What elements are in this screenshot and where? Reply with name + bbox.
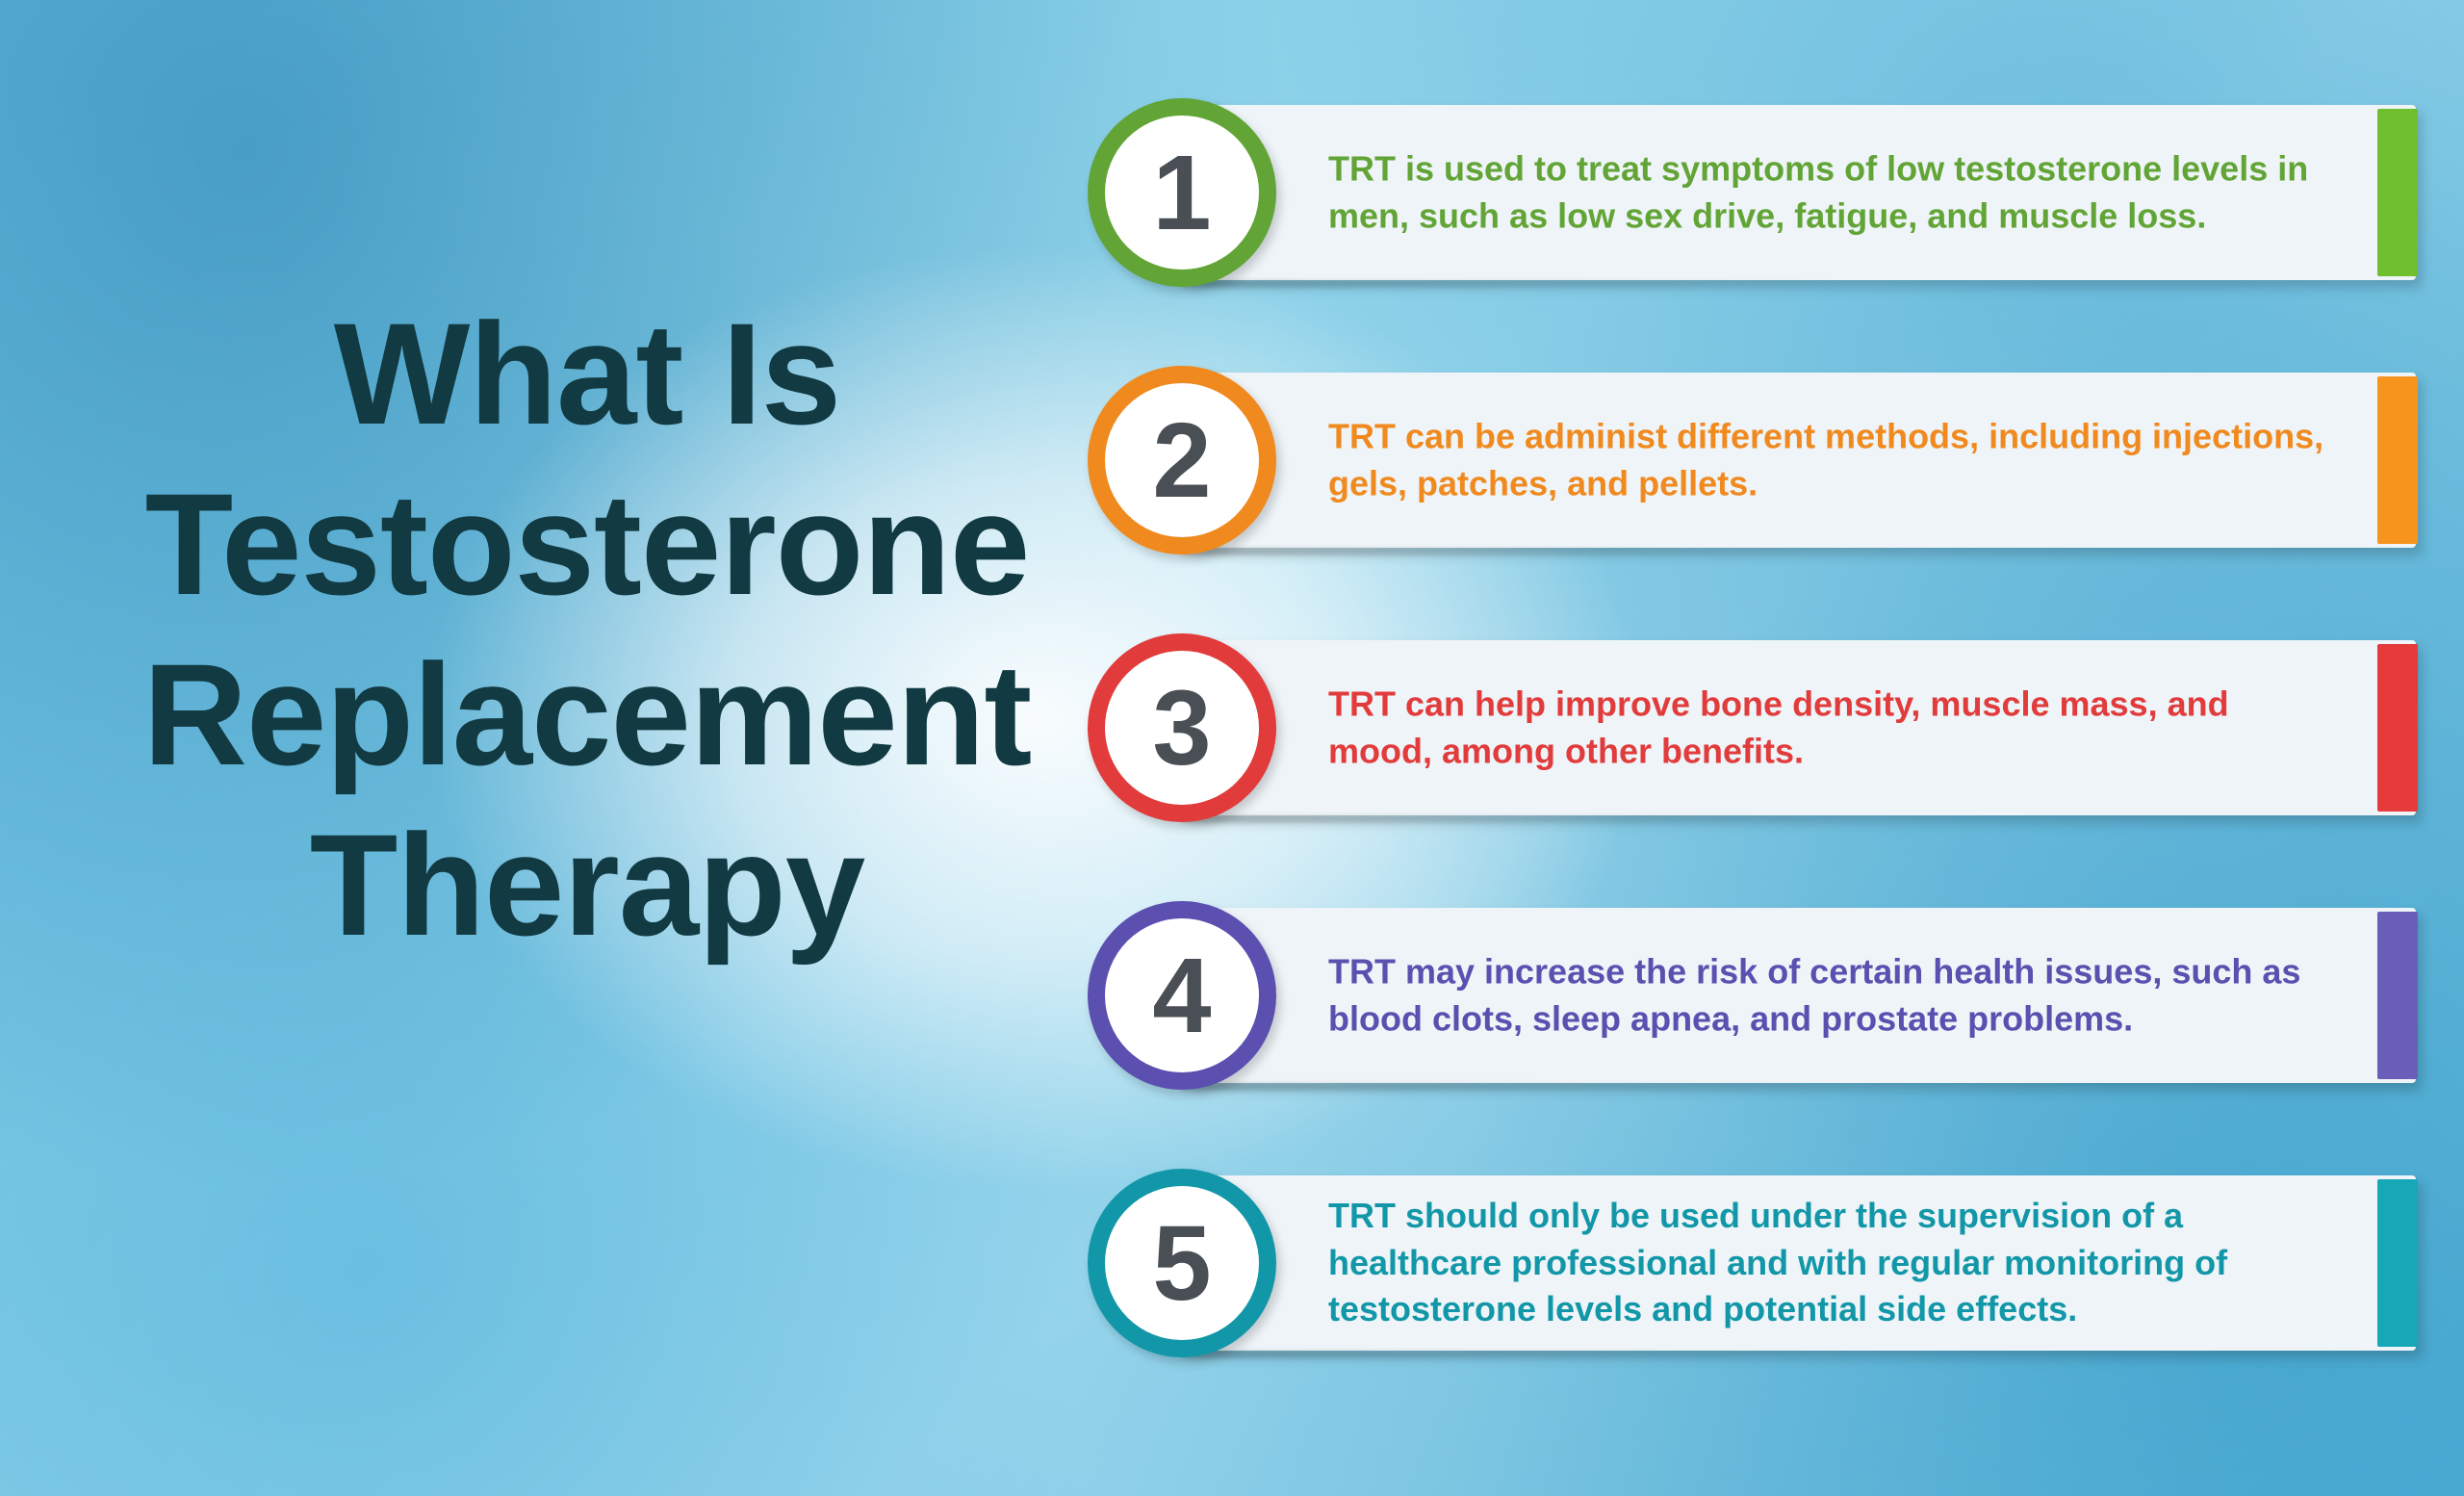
number-circle: 4 — [1088, 901, 1276, 1090]
item-text: TRT may increase the risk of certain hea… — [1328, 948, 2339, 1042]
accent-tab — [2377, 376, 2418, 544]
number-circle: 2 — [1088, 366, 1276, 555]
item-number: 4 — [1152, 935, 1211, 1057]
main-title: What Is Testosterone Replacement Therapy — [125, 289, 1049, 970]
item-text: TRT should only be used under the superv… — [1328, 1193, 2339, 1333]
list-item: 3 TRT can help improve bone density, mus… — [1088, 627, 2416, 829]
item-text: TRT can be administ different methods, i… — [1328, 413, 2339, 506]
list-item: 2 TRT can be administ different methods,… — [1088, 359, 2416, 561]
number-circle: 5 — [1088, 1169, 1276, 1357]
item-text: TRT is used to treat symptoms of low tes… — [1328, 145, 2339, 239]
accent-tab — [2377, 644, 2418, 812]
item-number: 1 — [1152, 132, 1211, 254]
list-item: 1 TRT is used to treat symptoms of low t… — [1088, 91, 2416, 294]
item-number: 2 — [1152, 400, 1211, 522]
list-item: 4 TRT may increase the risk of certain h… — [1088, 894, 2416, 1096]
accent-tab — [2377, 912, 2418, 1079]
number-circle: 1 — [1088, 98, 1276, 287]
list-item: 5 TRT should only be used under the supe… — [1088, 1162, 2416, 1364]
item-text: TRT can help improve bone density, muscl… — [1328, 681, 2339, 774]
item-number: 3 — [1152, 667, 1211, 789]
accent-tab — [2377, 1179, 2418, 1347]
number-circle: 3 — [1088, 633, 1276, 822]
item-number: 5 — [1152, 1202, 1211, 1325]
points-list: 1 TRT is used to treat symptoms of low t… — [1088, 91, 2416, 1364]
infographic-canvas: What Is Testosterone Replacement Therapy… — [0, 0, 2464, 1496]
accent-tab — [2377, 109, 2418, 276]
